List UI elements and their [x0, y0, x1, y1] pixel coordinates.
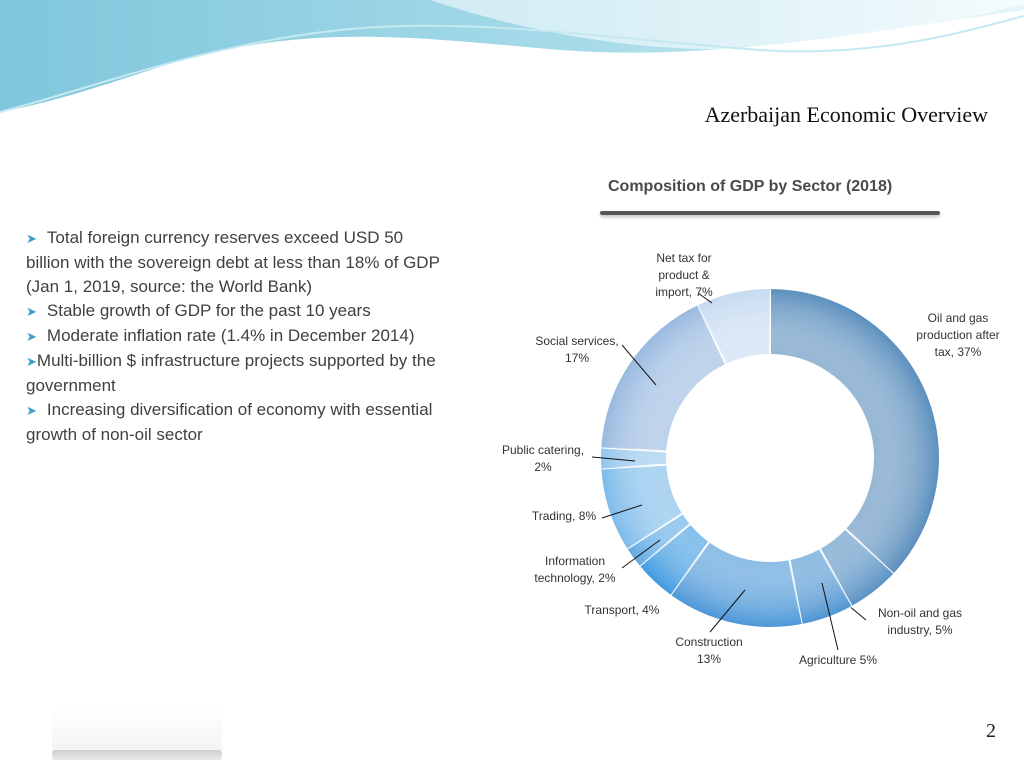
slice-label: Public catering, 2% — [502, 443, 584, 474]
leader-line — [697, 292, 713, 304]
footer-bar — [52, 750, 222, 760]
arrow-bullet-icon: ➤ — [26, 329, 37, 344]
footer-panel — [52, 708, 222, 752]
bullet-item: ➤ Increasing diversification of economy w… — [26, 400, 433, 444]
donut-slice-shading — [770, 289, 939, 574]
leader-line — [709, 589, 746, 633]
donut-slice-shading — [601, 464, 684, 549]
leader-line — [821, 582, 839, 651]
slice-label: Oil and gas production after tax, 37% — [916, 311, 999, 359]
arrow-bullet-icon: ➤ — [26, 403, 37, 418]
leader-line — [601, 504, 643, 519]
slice-label: Net tax for product & import, 7% — [655, 251, 713, 299]
arrow-bullet-icon: ➤ — [26, 304, 37, 319]
bullet-item: ➤ Moderate inflation rate (1.4% in Decemb… — [26, 326, 415, 345]
slice-label: Social services, 17% — [535, 334, 618, 365]
donut-slice-shading — [601, 447, 668, 469]
donut-slice-shading — [698, 289, 770, 365]
arrow-bullet-icon: ➤ — [26, 231, 37, 246]
slice-label: Agriculture 5% — [799, 653, 877, 667]
chart-title: Composition of GDP by Sector (2018) — [608, 178, 893, 195]
donut-slice-shading — [789, 548, 852, 625]
donut-slice-shading — [601, 305, 727, 452]
leader-line — [621, 539, 661, 569]
arrow-bullet-icon: ➤ — [26, 354, 37, 369]
bullet-item: ➤ Stable growth of GDP for the past 10 ye… — [26, 301, 371, 320]
donut-slice-shading — [819, 528, 894, 607]
slice-label: Non-oil and gas industry, 5% — [878, 606, 962, 637]
slice-label: Information technology, 2% — [534, 554, 615, 585]
slice-label: Trading, 8% — [532, 509, 597, 523]
slice-label: Construction 13% — [675, 635, 742, 666]
bullet-item: ➤Multi-billion $ infrastructure projects… — [26, 351, 436, 395]
title-underline — [600, 211, 940, 215]
donut-slice-shading — [639, 523, 710, 595]
slide-title: Azerbaijan Economic Overview — [704, 102, 988, 127]
leader-line — [591, 456, 636, 462]
leader-line — [621, 344, 657, 386]
bullet-list: ➤ Total foreign currency reserves exceed … — [26, 226, 446, 447]
header-wave-decoration — [0, 0, 1024, 113]
bullet-item: ➤ Total foreign currency reserves exceed … — [26, 228, 440, 296]
page-number: 2 — [986, 720, 996, 742]
slice-label: Transport, 4% — [585, 603, 660, 617]
donut-slice-shading — [670, 541, 802, 627]
